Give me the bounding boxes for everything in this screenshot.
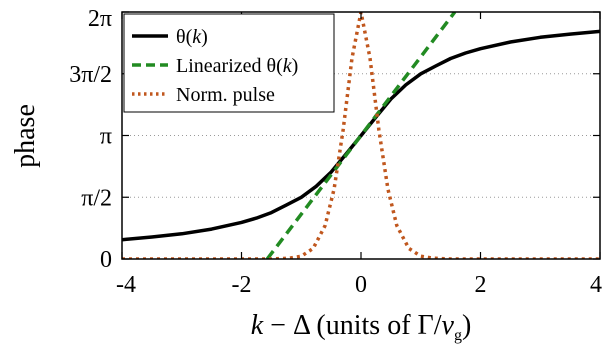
x-tick-label: 4: [590, 272, 602, 298]
data-series: [122, 12, 600, 259]
linearized-theta-line: [265, 12, 457, 259]
legend: θ(k) Linearized θ(k) Norm. pulse: [123, 13, 335, 113]
norm-pulse-curve: [122, 12, 600, 259]
legend-box: [123, 13, 335, 113]
y-axis-label: phase: [10, 104, 41, 168]
y-tick-label: π/2: [81, 185, 112, 211]
x-tick-label: -2: [232, 272, 252, 298]
legend-label-linearized: Linearized θ(k): [176, 55, 298, 77]
y-tick-label: 3π/2: [69, 62, 112, 88]
x-tick-label: 2: [475, 272, 487, 298]
axis-ticks: -4 -2 0 2 4 0 π/2 π 3π/2 2π: [69, 6, 602, 298]
x-tick-label: 0: [355, 272, 367, 298]
y-tick-label: 2π: [88, 6, 112, 32]
y-tick-label: 0: [100, 247, 112, 273]
y-tick-label: π: [100, 124, 112, 150]
legend-label-theta: θ(k): [176, 26, 208, 48]
x-axis-label: k − Δ (units of Γ/vg): [251, 310, 472, 344]
theta-curve: [122, 29, 600, 242]
legend-label-pulse: Norm. pulse: [176, 84, 275, 106]
x-tick-label: -4: [116, 272, 136, 298]
